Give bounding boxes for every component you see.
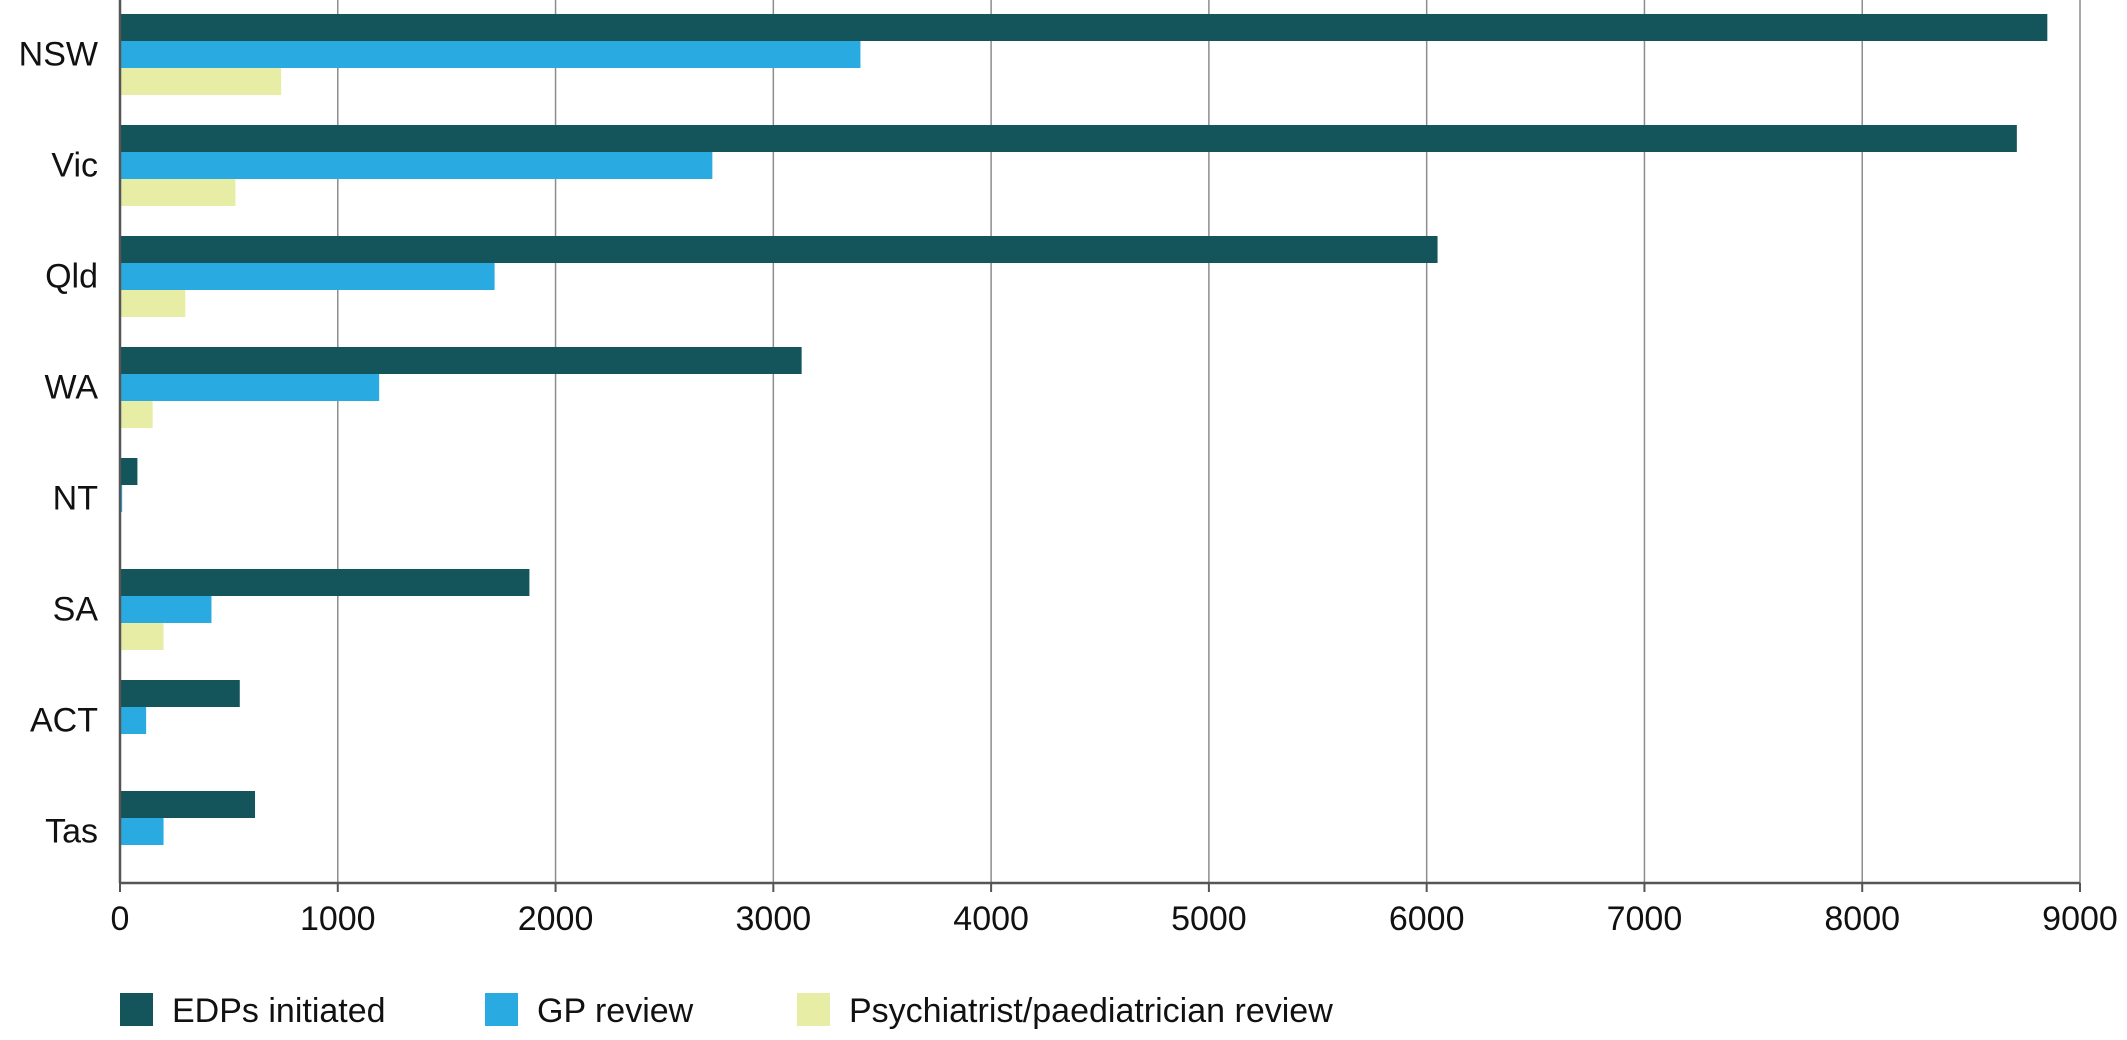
y-axis-labels: NSW Vic Qld WA NT SA ACT Tas [19, 36, 99, 851]
bar-wa-series-1 [120, 347, 802, 374]
legend-label: Psychiatrist/paediatrician review [849, 992, 1333, 1030]
bar-tas-series-2 [120, 818, 164, 845]
x-tick-label: 6000 [1389, 900, 1465, 938]
bar-tas-series-1 [120, 791, 256, 818]
bar-sa-series-3 [120, 623, 164, 650]
axes [118, 0, 2081, 892]
legend-swatch [120, 993, 153, 1026]
x-tick-label: 7000 [1607, 900, 1683, 938]
legend-label: GP review [537, 992, 694, 1030]
bar-wa-series-3 [120, 401, 153, 428]
y-tick-label: NT [53, 480, 98, 518]
legend-item: Psychiatrist/paediatrician review [797, 992, 1333, 1030]
bar-qld-series-3 [120, 290, 186, 317]
bar-act-series-1 [120, 680, 240, 707]
y-tick-label: NSW [19, 36, 98, 74]
x-tick-label: 2000 [518, 900, 594, 938]
y-tick-label: WA [44, 369, 98, 407]
bar-sa-series-1 [120, 569, 530, 596]
bar-sa-series-2 [120, 596, 212, 623]
bars [120, 14, 2048, 845]
legend-label: EDPs initiated [172, 992, 386, 1030]
bar-act-series-2 [120, 707, 147, 734]
x-tick-label: 5000 [1171, 900, 1247, 938]
y-tick-label: Tas [45, 813, 98, 851]
x-tick-label: 1000 [300, 900, 376, 938]
y-tick-label: ACT [30, 702, 98, 740]
legend-item: GP review [485, 992, 694, 1030]
bar-qld-series-2 [120, 263, 495, 290]
x-tick-label: 8000 [1824, 900, 1900, 938]
bar-vic-series-2 [120, 152, 713, 179]
legend-swatch [797, 993, 830, 1026]
bar-nsw-series-2 [120, 41, 861, 68]
bar-nt-series-1 [120, 458, 138, 485]
x-tick-label: 9000 [2042, 900, 2118, 938]
y-tick-label: Vic [51, 147, 98, 185]
x-tick-label: 0 [111, 900, 130, 938]
legend-swatch [485, 993, 518, 1026]
y-tick-label: Qld [45, 258, 98, 296]
x-tick-label: 4000 [953, 900, 1029, 938]
bar-vic-series-3 [120, 179, 236, 206]
y-tick-label: SA [53, 591, 99, 629]
bar-wa-series-2 [120, 374, 380, 401]
bar-nsw-series-3 [120, 68, 282, 95]
bar-nsw-series-1 [120, 14, 2048, 41]
legend-item: EDPs initiated [120, 992, 386, 1030]
legend: EDPs initiated GP review Psychiatrist/paed… [120, 992, 1333, 1030]
bar-vic-series-1 [120, 125, 2017, 152]
bar-qld-series-1 [120, 236, 1438, 263]
x-tick-label: 3000 [736, 900, 812, 938]
x-axis-labels: 0 1000 2000 3000 4000 5000 6000 7000 8000 9000 [111, 900, 2118, 938]
